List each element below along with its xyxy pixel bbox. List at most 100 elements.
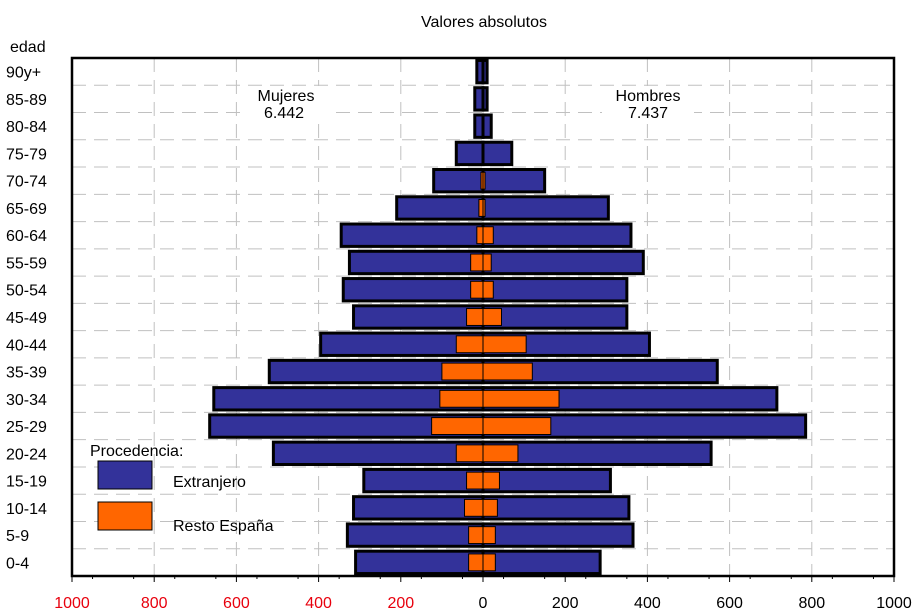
grid-lines: [72, 58, 894, 576]
side-label-men: Hombres: [616, 88, 681, 105]
bar-resto-espana-women-30-34: [439, 389, 484, 408]
bar-extranjero-women-15-19: [362, 467, 485, 494]
bar-resto-espana-women-45-49: [466, 308, 484, 326]
bar-resto-espana-women-65-69: [478, 198, 484, 217]
side-total-women: 6.442: [264, 105, 304, 122]
bar-resto-espana-men-50-54: [482, 280, 494, 299]
bar-resto-espana-women-55-59: [470, 253, 484, 272]
bar-extranjero-men-50-54: [481, 277, 629, 303]
y-tick-label: 50-54: [6, 283, 47, 300]
bar-resto-espana-men-45-49: [482, 308, 502, 326]
bar-resto-espana-women-5-9: [468, 526, 484, 545]
y-tick-label: 55-59: [6, 255, 47, 272]
y-tick-label: 0-4: [6, 555, 29, 572]
y-tick-label: 40-44: [6, 337, 47, 354]
x-tick-label: 400: [634, 595, 661, 612]
bar-resto-espana-men-0-4: [482, 553, 496, 572]
bar-extranjero-men-65-69: [481, 195, 610, 221]
bar-resto-espana-men-70-74: [482, 171, 486, 190]
bar-extranjero-men-60-64: [481, 222, 633, 248]
side-total-men: 7.437: [628, 105, 668, 122]
y-tick-label: 5-9: [6, 528, 29, 545]
bar-extranjero-men-10-14: [481, 495, 631, 521]
y-tick-label: 15-19: [6, 474, 47, 491]
bar-extranjero-men-0-4: [481, 549, 602, 576]
bar-resto-espana-men-40-44: [482, 335, 527, 354]
bar-resto-espana-men-55-59: [482, 253, 492, 272]
axis-ticks: 0-4 5-9 10-14 15-19 20-24 25-29 30-34 35-39 40-4…: [6, 65, 912, 612]
y-tick-label: 45-49: [6, 310, 47, 327]
y-tick-label: 90y+: [6, 65, 41, 82]
bar-extranjero-women-55-59: [347, 249, 485, 276]
bar-extranjero-men-85-89: [481, 86, 489, 112]
bar-extranjero-women-5-9: [345, 522, 485, 548]
bar-resto-espana-men-10-14: [482, 498, 498, 517]
y-tick-label: 10-14: [6, 501, 47, 518]
bar-extranjero-men-5-9: [481, 522, 635, 548]
x-tick-label: 800: [141, 595, 168, 612]
bar-resto-espana-women-25-29: [431, 417, 484, 436]
bar-extranjero-women-75-79: [454, 140, 485, 167]
y-tick-label: 75-79: [6, 146, 47, 163]
y-tick-label: 65-69: [6, 201, 47, 218]
bar-extranjero-women-60-64: [339, 222, 485, 248]
x-tick-label: 400: [305, 595, 332, 612]
legend-swatch-resto-espana: [97, 501, 153, 531]
bar-extranjero-men-90y+: [481, 58, 489, 85]
x-tick-label: 1000: [54, 595, 90, 612]
bar-extranjero-women-65-69: [395, 195, 485, 221]
bar-resto-espana-men-65-69: [482, 198, 486, 217]
y-tick-label: 70-74: [6, 174, 47, 191]
bar-extranjero-women-50-54: [341, 277, 485, 303]
bar-extranjero-men-80-84: [481, 113, 493, 139]
bar-resto-espana-men-35-39: [482, 362, 533, 381]
bar-resto-espana-women-10-14: [464, 498, 484, 517]
bar-resto-espana-women-50-54: [470, 280, 484, 299]
x-tick-label: 800: [798, 595, 825, 612]
chart-title: Valores absolutos: [421, 14, 547, 31]
y-tick-label: 35-39: [6, 365, 47, 382]
bar-resto-espana-men-60-64: [482, 226, 494, 245]
bar-extranjero-women-70-74: [432, 168, 485, 194]
bar-resto-espana-men-5-9: [482, 526, 496, 545]
legend-label-extranjero: Extranjero: [173, 474, 246, 491]
y-tick-label: 60-64: [6, 228, 47, 245]
bar-resto-espana-women-40-44: [455, 335, 484, 354]
bar-extranjero-men-70-74: [481, 168, 547, 194]
legend: Procedencia: Extranjero Resto España: [90, 443, 274, 535]
bar-resto-espana-women-15-19: [466, 471, 484, 490]
bar-resto-espana-women-35-39: [441, 362, 484, 381]
legend-swatch-extranjero: [97, 460, 153, 490]
bar-extranjero-women-20-24: [271, 440, 485, 466]
x-tick-label: 0: [479, 595, 488, 612]
bar-resto-espana-women-60-64: [476, 226, 484, 245]
bars: [208, 58, 808, 576]
bar-extranjero-men-55-59: [481, 249, 645, 276]
bar-extranjero-women-45-49: [352, 304, 485, 330]
bar-extranjero-men-15-19: [481, 467, 612, 494]
side-label-bg-men: [602, 86, 694, 122]
y-tick-label: 25-29: [6, 419, 47, 436]
y-tick-label: 85-89: [6, 92, 47, 109]
legend-label-resto-espana: Resto España: [173, 518, 274, 535]
y-tick-label: 20-24: [6, 446, 47, 463]
bar-extranjero-women-10-14: [352, 495, 485, 521]
x-tick-label: 1000: [876, 595, 912, 612]
bar-resto-espana-women-0-4: [468, 553, 484, 572]
x-tick-label: 600: [716, 595, 743, 612]
bar-resto-espana-men-30-34: [482, 389, 560, 408]
bar-extranjero-men-45-49: [481, 304, 629, 330]
y-axis-label: edad: [10, 39, 46, 56]
y-tick-label: 80-84: [6, 119, 47, 136]
bar-extranjero-men-75-79: [481, 140, 514, 167]
bar-resto-espana-women-20-24: [455, 444, 484, 463]
bar-extranjero-women-0-4: [354, 549, 485, 576]
x-tick-label: 200: [552, 595, 579, 612]
bar-resto-espana-men-25-29: [482, 417, 552, 436]
legend-title: Procedencia:: [90, 443, 183, 460]
side-label-women: Mujeres: [258, 88, 315, 105]
x-tick-label: 200: [387, 595, 414, 612]
y-tick-label: 30-34: [6, 392, 47, 409]
bar-resto-espana-men-20-24: [482, 444, 519, 463]
